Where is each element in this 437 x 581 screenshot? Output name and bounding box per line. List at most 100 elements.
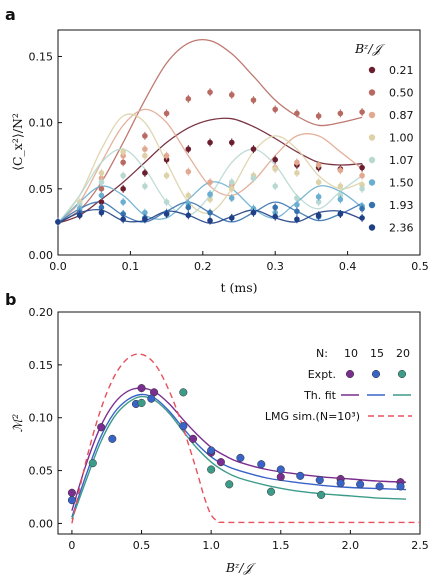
panel-a-point-2.36 [294,216,300,223]
panel-b-point-N10 [216,458,225,467]
panel-a-point-0.50 [120,159,126,166]
panel-b-frame [57,311,421,535]
panel-a-point-1.50 [315,193,322,200]
panel-b-xlabel: Bᶻ/𝒥 [225,560,257,575]
panel-a-point-1.07 [142,183,148,189]
panel-a-point-1.07 [272,183,279,189]
panel-a-xtick-label: 0.0 [49,260,67,273]
panel-b-legend-marks [341,369,412,417]
panel-a-point-2.36 [272,213,279,220]
panel-a-point-0.50 [228,92,235,98]
panel-b-ytick-label: 0.05 [29,465,54,478]
panel-a-legend-label: 1.00 [389,132,414,145]
panel-a-point-1.93 [120,211,126,217]
panel-a-label: a [5,5,16,24]
panel-a-point-1.50 [142,209,148,216]
panel-a-point-0.50 [272,106,279,113]
panel-a-fit-line-0.21 [57,117,363,224]
panel-a-point-0.50 [337,110,344,117]
panel-a-point-1.00 [142,152,148,159]
panel-a-point-0.50 [163,110,170,117]
panel-a-point-1.07 [359,186,365,192]
panel-b-point-N15 [375,482,384,491]
panel-b-point-N20 [88,459,97,468]
panel-a-point-0.87 [185,168,192,175]
panel-a-point-1.93 [359,205,365,212]
panel-b-legend-expt-marker-N15 [371,369,381,379]
panel-a-legend-marker-0.21 [368,66,376,74]
panel-a-point-0.50 [98,186,105,192]
panel-b-legend-fit: Th. fit [303,389,337,402]
panel-a-point-2.36 [185,212,192,219]
panel-b-point-N10 [276,472,285,481]
panel-a-point-2.36 [315,212,322,219]
panel-a-point-0.87 [315,162,322,168]
panel-a-point-1.07 [250,175,257,182]
panel-a-point-0.21 [98,199,105,205]
panel-a-legend-label: 1.07 [389,154,414,167]
panel-a-point-1.00 [120,148,126,155]
panel-a-point-0.50 [142,133,148,139]
panel-a-point-2.36 [98,209,105,216]
panel-a-point-1.50 [120,199,126,205]
panel-a-point-1.07 [120,172,126,179]
panel-b-ytick-label: 0.20 [29,306,54,319]
panel-a-legend-label: 2.36 [389,222,414,235]
panel-a-point-1.07 [163,199,170,205]
panel-b-point-N15 [207,446,216,455]
panel-b-xtick-label: 1.5 [272,539,290,552]
panel-a-chart: 0.0 0.1 0.2 0.3 0.4 0.5 0.00 0.05 0.10 0.15 t (ms… [10,29,429,295]
panel-b-legend-expt-marker-N10 [345,369,355,379]
panel-a-legend-marker-1.50 [368,179,376,186]
panel-a-point-1.50 [337,196,344,203]
panel-a-point-1.00 [315,179,322,186]
panel-a-ylabel: ⟨C_x²⟩/N² [10,113,25,171]
panel-b-legend-n15: 15 [370,347,384,360]
panel-a-point-1.50 [294,201,300,208]
panel-a-point-0.87 [294,159,300,166]
panel-a-point-1.00 [185,192,192,199]
panel-a-point-2.36 [142,216,148,223]
panel-a-xtick-label: 0.4 [339,260,357,273]
panel-a-point-1.00 [228,186,235,192]
panel-a-point-1.93 [98,204,105,211]
panel-b-point-N10 [137,384,146,393]
panel-b-ytick-label: 0.15 [29,359,54,372]
panel-a-point-0.50 [250,97,257,103]
panel-b-point-N20 [317,490,326,499]
panel-a-point-0.21 [120,186,126,192]
panel-a-point-0.50 [315,113,322,119]
panel-b-ytick-label: 0.00 [29,517,54,530]
panel-a-legend-label: 1.50 [389,177,414,190]
panel-a-point-2.36 [207,217,213,224]
panel-b-point-N10 [67,488,76,497]
panel-b-point-N15 [276,465,285,474]
panel-b-fit-line-10 [71,387,407,511]
panel-b-ylabel: ℳ² [10,414,25,432]
panel-a-legend-marker-1.93 [368,201,376,209]
panel-a-ticks: 0.0 0.1 0.2 0.3 0.4 0.5 0.00 0.05 0.10 0.15 [29,50,429,273]
panel-a-point-0.50 [359,109,365,115]
panel-a-point-0.50 [185,96,192,102]
panel-b-point-N20 [179,388,188,397]
panel-a-point-1.00 [163,172,170,179]
panel-a-xtick-label: 0.2 [194,260,212,273]
panel-a-xtick-label: 0.1 [122,260,140,273]
panel-a-legend-marker-1.07 [368,156,376,164]
panel-a-ytick-label: 0.15 [29,50,54,63]
panel-b-point-N15 [336,479,345,488]
panel-a-legend-title: Bᶻ/𝒥 [354,41,386,56]
panel-b-legend: N: 10 15 20 Expt. Th. fit LMG sim.(N=10³… [265,347,412,423]
panel-a-frame [57,29,421,256]
panel-b-point-N10 [97,423,106,432]
panel-a-point-0.21 [359,164,365,171]
panel-a-legend: 0.21 0.50 0.87 1.00 1.07 1.50 1.93 2.36 [368,64,414,235]
panel-a-point-1.07 [228,179,235,186]
panel-b-xtick-label: 0.5 [133,539,151,552]
panel-a-point-2.36 [120,216,126,223]
panel-a-point-1.00 [337,183,344,189]
panel-b-label: b [5,290,16,309]
panel-a-xtick-label: 0.3 [266,260,284,273]
panel-b-point-N15 [396,482,405,491]
